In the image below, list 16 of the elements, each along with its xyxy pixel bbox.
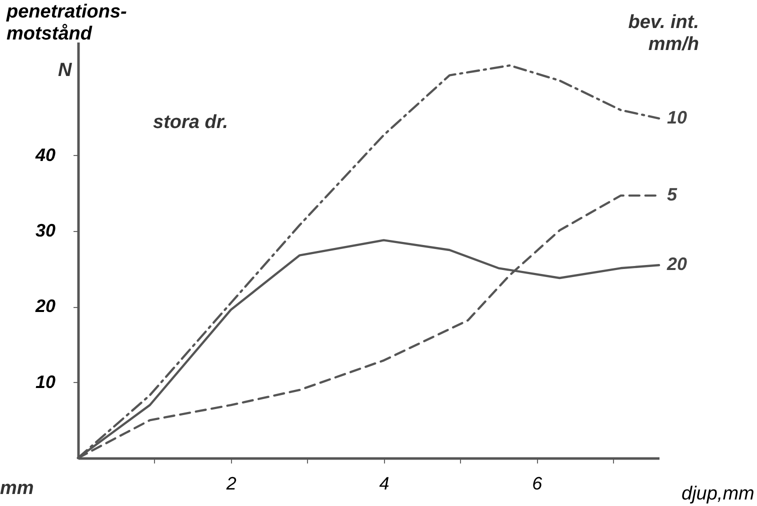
y-tick-label: 40 — [34, 144, 56, 165]
legend-title: bev. int. mm/h — [628, 12, 699, 55]
series-label: 5 — [667, 184, 678, 205]
x-tick-label: 6 — [532, 474, 544, 494]
text: mm — [0, 478, 34, 499]
text: N — [58, 60, 73, 81]
x-tick-label: 4 — [379, 474, 390, 494]
y-tick-label: 10 — [35, 372, 56, 392]
series-label: 20 — [666, 254, 688, 274]
series-label: 10 — [667, 107, 688, 128]
annotation: stora dr. — [153, 112, 228, 133]
x-axis-title: djup,mm — [682, 484, 754, 504]
x-tick-label: 2 — [225, 474, 236, 494]
y-axis-title: penetrations- motstånd — [6, 2, 127, 44]
y-tick-label: 30 — [35, 220, 56, 241]
y-tick-label: 20 — [34, 296, 56, 316]
